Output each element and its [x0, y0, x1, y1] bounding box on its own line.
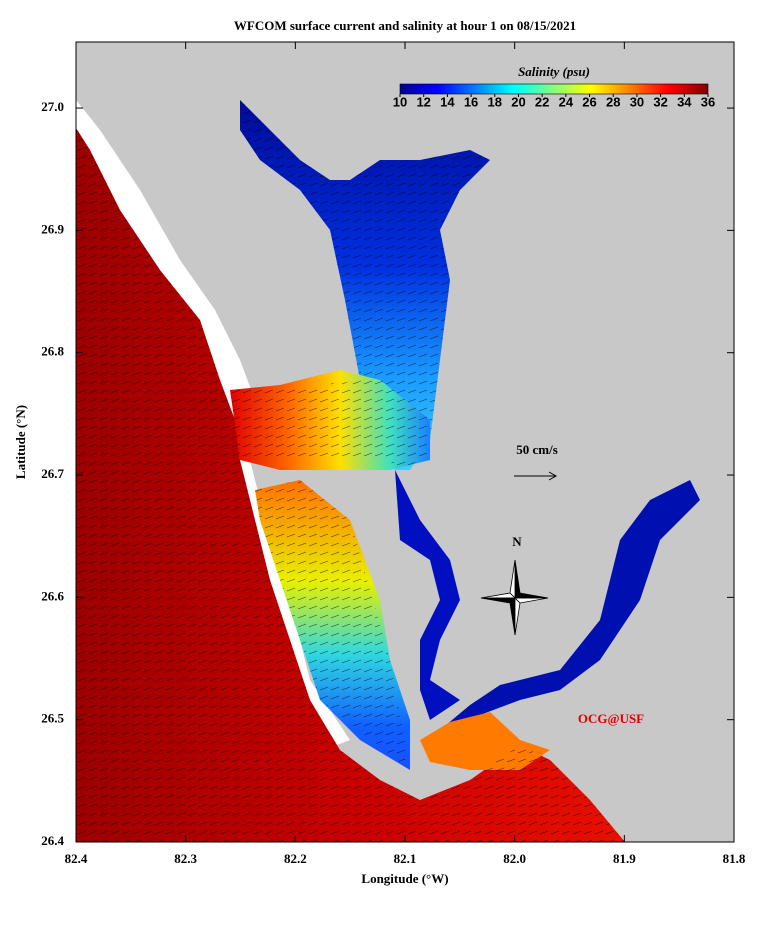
colorbar-tick-label: 14: [440, 94, 455, 109]
colorbar-tick-label: 16: [464, 94, 478, 109]
colorbar-tick-label: 24: [559, 94, 574, 109]
x-tick-label: 81.9: [613, 851, 636, 866]
y-tick-label: 26.6: [41, 588, 64, 603]
colorbar-tick-label: 10: [393, 94, 407, 109]
y-tick-label: 26.5: [41, 711, 64, 726]
colorbar-tick-label: 30: [630, 94, 644, 109]
vector-scale-label: 50 cm/s: [516, 442, 558, 457]
colorbar-tick-label: 34: [677, 94, 692, 109]
x-axis-label: Longitude (°W): [361, 871, 448, 886]
channel: [395, 470, 460, 720]
vector-scale-arrow: [514, 471, 558, 481]
y-tick-label: 27.0: [41, 99, 64, 114]
colorbar-tick-label: 20: [511, 94, 525, 109]
y-tick-label: 26.4: [41, 833, 64, 848]
x-tick-label: 81.8: [723, 851, 746, 866]
caloosahatchee: [440, 480, 700, 735]
title: WFCOM surface current and salinity at ho…: [234, 18, 576, 33]
credit: OCG@USF: [578, 711, 644, 726]
colorbar-label: Salinity (psu): [518, 64, 590, 79]
colorbar-tick-label: 12: [416, 94, 430, 109]
compass-label: N: [512, 534, 522, 549]
colorbar-tick-label: 22: [535, 94, 549, 109]
salinity-field: [76, 100, 700, 842]
y-axis-label: Latitude (°N): [13, 405, 28, 479]
colorbar-tick-label: 36: [701, 94, 715, 109]
colorbar-tick-label: 18: [488, 94, 502, 109]
x-tick-label: 82.3: [174, 851, 197, 866]
x-tick-label: 82.2: [284, 851, 307, 866]
current-vectors: [76, 100, 625, 842]
colorbar-tick-label: 26: [582, 94, 596, 109]
y-tick-label: 26.9: [41, 221, 64, 236]
x-tick-label: 82.1: [394, 851, 417, 866]
x-tick-label: 82.4: [65, 851, 88, 866]
y-tick-label: 26.8: [41, 344, 64, 359]
y-tick-label: 26.7: [41, 466, 64, 481]
colorbar-tick-label: 32: [653, 94, 667, 109]
colorbar-tick-label: 28: [606, 94, 620, 109]
compass-rose: [480, 559, 549, 636]
colorbar: [399, 83, 709, 95]
x-tick-label: 82.0: [503, 851, 526, 866]
